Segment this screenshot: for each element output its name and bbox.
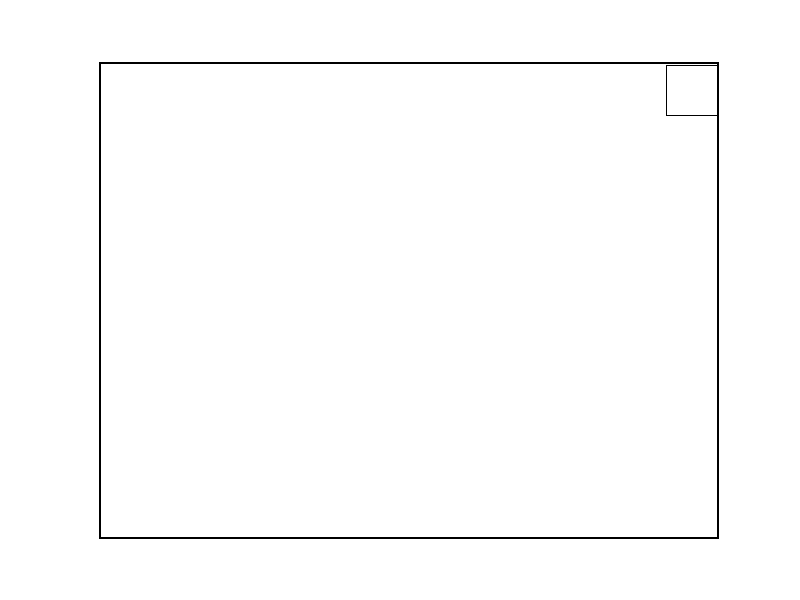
legend (666, 65, 718, 116)
legend-entry-tp (674, 71, 710, 88)
tp-legend-swatch-icon (674, 75, 701, 85)
tick-marks-layer (99, 62, 719, 539)
fp-legend-swatch-icon (674, 97, 701, 107)
legend-entry-fp (674, 93, 710, 110)
plot-area (99, 62, 719, 539)
